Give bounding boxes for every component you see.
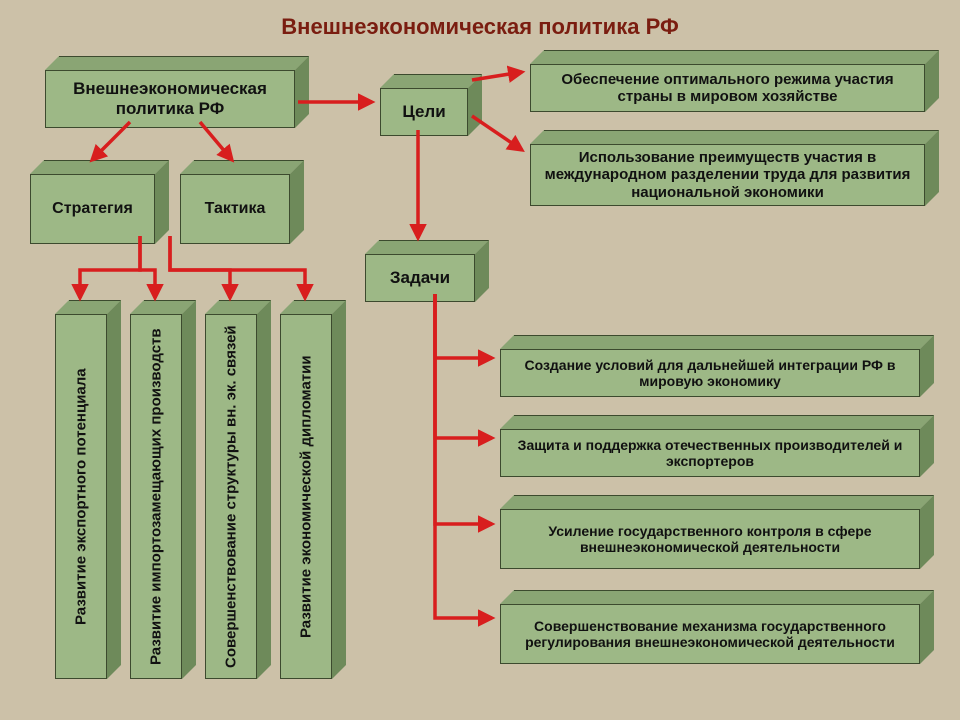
node-strategy: Стратегия <box>30 160 169 244</box>
diagram-title: Внешнеэкономическая политика РФ <box>0 14 960 40</box>
node-v4: Развитие экономической дипломатии <box>280 300 346 679</box>
node-v1: Развитие экспортного потенциала <box>55 300 121 679</box>
node-goal1: Обеспечение оптимального режима участия … <box>530 50 939 112</box>
node-goal2: Использование преимуществ участия в межд… <box>530 130 939 206</box>
node-task2: Защита и поддержка отечественных произво… <box>500 415 934 477</box>
node-task4: Совершенствование механизма государствен… <box>500 590 934 664</box>
node-tasks: Задачи <box>365 240 489 302</box>
node-task1: Создание условий для дальнейшей интеграц… <box>500 335 934 397</box>
node-task3: Усиление государственного контроля в сфе… <box>500 495 934 569</box>
node-goals: Цели <box>380 74 482 136</box>
node-v3: Совершенствование структуры вн. эк. связ… <box>205 300 271 679</box>
node-root: Внешнеэкономическая политика РФ <box>45 56 309 128</box>
node-v2: Развитие импортозамещающих производств <box>130 300 196 679</box>
node-tactics: Тактика <box>180 160 304 244</box>
